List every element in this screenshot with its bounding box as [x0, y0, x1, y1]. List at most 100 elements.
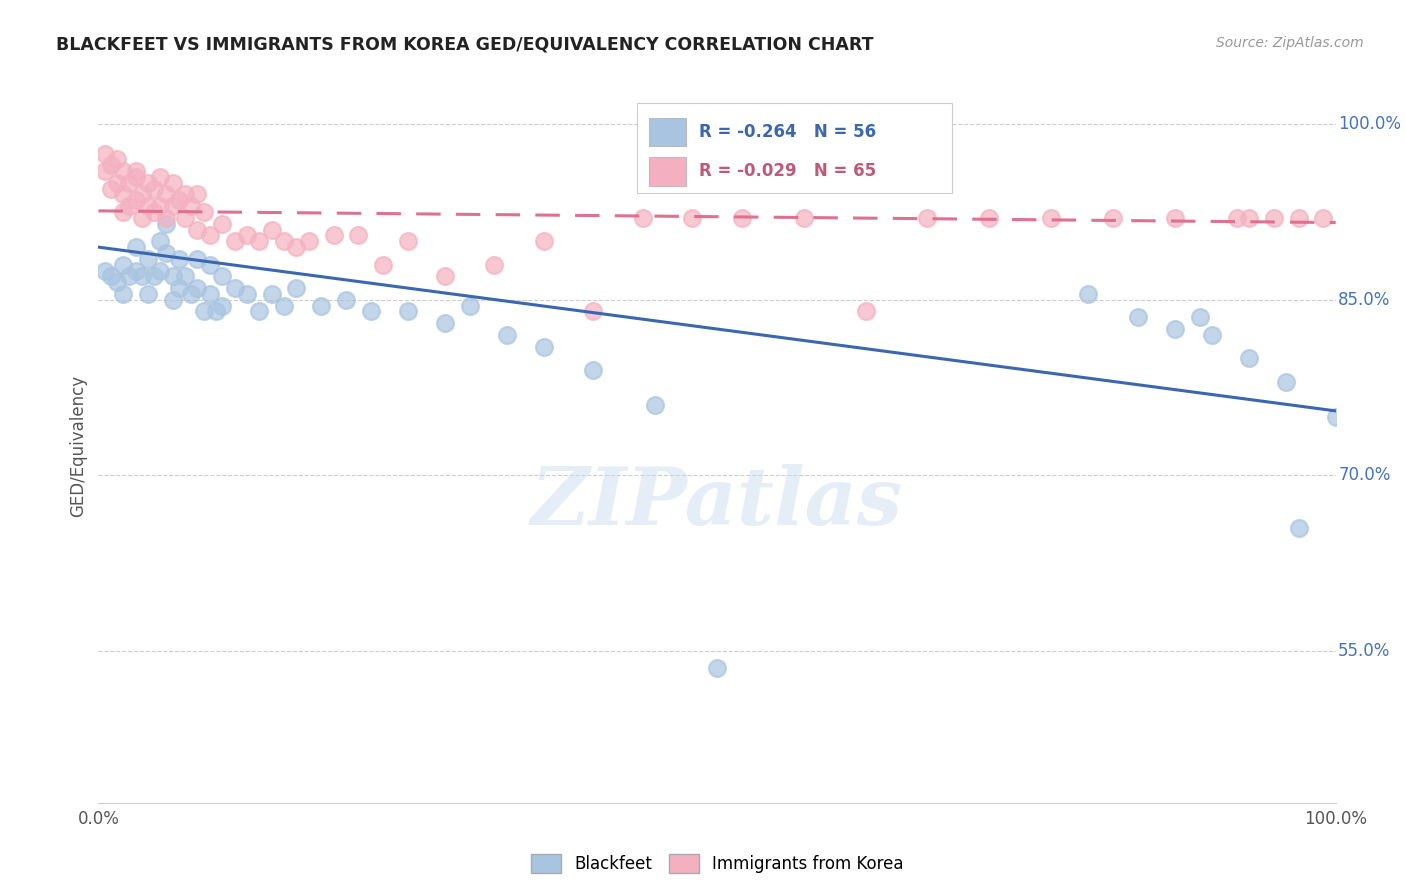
- Point: [731, 211, 754, 225]
- Point: [1102, 211, 1125, 225]
- Point: [149, 199, 172, 213]
- Point: [1201, 327, 1223, 342]
- Point: [706, 661, 728, 675]
- Point: [143, 269, 166, 284]
- Point: [533, 234, 555, 248]
- Point: [155, 217, 177, 231]
- Point: [180, 287, 202, 301]
- Point: [211, 217, 233, 231]
- Point: [186, 187, 208, 202]
- Point: [458, 299, 481, 313]
- Point: [347, 228, 370, 243]
- Point: [186, 281, 208, 295]
- Point: [155, 187, 177, 202]
- Point: [1237, 211, 1260, 225]
- Point: [793, 211, 815, 225]
- Point: [131, 269, 153, 284]
- Point: [124, 263, 146, 277]
- Point: [118, 269, 141, 284]
- Point: [396, 304, 419, 318]
- Point: [681, 211, 703, 225]
- Point: [198, 258, 221, 272]
- Text: 70.0%: 70.0%: [1339, 467, 1391, 484]
- Point: [131, 187, 153, 202]
- Point: [93, 146, 115, 161]
- Point: [118, 176, 141, 190]
- Point: [193, 205, 215, 219]
- Point: [198, 287, 221, 301]
- Point: [124, 194, 146, 208]
- Point: [484, 258, 506, 272]
- Point: [136, 176, 159, 190]
- Point: [1275, 375, 1298, 389]
- Point: [136, 287, 159, 301]
- Point: [631, 211, 654, 225]
- Point: [167, 194, 190, 208]
- Point: [1263, 211, 1285, 225]
- Text: ZIPatlas: ZIPatlas: [531, 465, 903, 541]
- Point: [1226, 211, 1249, 225]
- Point: [149, 169, 172, 184]
- Point: [105, 153, 128, 167]
- Point: [322, 228, 344, 243]
- Point: [273, 234, 295, 248]
- Point: [1237, 351, 1260, 366]
- Point: [186, 222, 208, 236]
- Text: 85.0%: 85.0%: [1339, 291, 1391, 309]
- Point: [205, 304, 228, 318]
- Point: [136, 252, 159, 266]
- FancyBboxPatch shape: [650, 118, 686, 146]
- FancyBboxPatch shape: [650, 157, 686, 186]
- Point: [433, 269, 456, 284]
- Point: [162, 293, 184, 307]
- Point: [285, 240, 308, 254]
- Point: [396, 234, 419, 248]
- Text: Source: ZipAtlas.com: Source: ZipAtlas.com: [1216, 36, 1364, 50]
- Point: [155, 211, 177, 225]
- Point: [143, 205, 166, 219]
- Text: 55.0%: 55.0%: [1339, 641, 1391, 660]
- Point: [855, 304, 877, 318]
- Point: [298, 234, 321, 248]
- Point: [433, 316, 456, 330]
- Point: [224, 234, 246, 248]
- FancyBboxPatch shape: [637, 103, 952, 193]
- Point: [1164, 211, 1187, 225]
- Point: [112, 164, 135, 178]
- Text: 100.0%: 100.0%: [1339, 115, 1402, 133]
- Point: [186, 252, 208, 266]
- Point: [236, 287, 259, 301]
- Point: [167, 281, 190, 295]
- Text: R = -0.264   N = 56: R = -0.264 N = 56: [699, 123, 876, 141]
- Point: [118, 199, 141, 213]
- Point: [174, 211, 197, 225]
- Point: [309, 299, 332, 313]
- Point: [124, 164, 146, 178]
- Point: [136, 199, 159, 213]
- Point: [93, 263, 115, 277]
- Point: [224, 281, 246, 295]
- Point: [917, 211, 939, 225]
- Point: [162, 199, 184, 213]
- Point: [582, 304, 605, 318]
- Point: [1324, 409, 1347, 424]
- Point: [1077, 287, 1099, 301]
- Point: [371, 258, 394, 272]
- Point: [211, 269, 233, 284]
- Point: [162, 269, 184, 284]
- Point: [260, 287, 283, 301]
- Point: [105, 176, 128, 190]
- Point: [112, 287, 135, 301]
- Point: [180, 199, 202, 213]
- Point: [112, 258, 135, 272]
- Y-axis label: GED/Equivalency: GED/Equivalency: [69, 375, 87, 517]
- Point: [112, 205, 135, 219]
- Point: [100, 158, 122, 172]
- Point: [124, 240, 146, 254]
- Point: [644, 398, 666, 412]
- Point: [167, 252, 190, 266]
- Point: [100, 181, 122, 195]
- Point: [1288, 211, 1310, 225]
- Point: [236, 228, 259, 243]
- Point: [582, 363, 605, 377]
